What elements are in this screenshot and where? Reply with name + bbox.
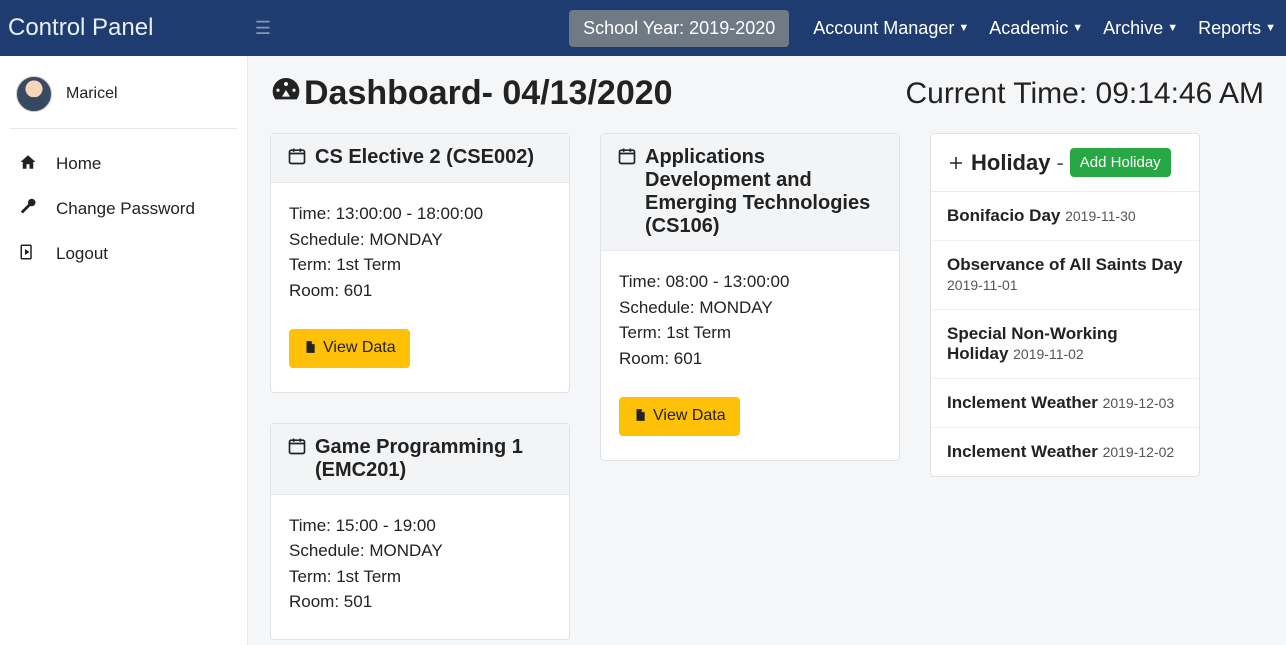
holiday-name: Inclement Weather	[947, 442, 1098, 461]
view-data-button[interactable]: View Data	[289, 329, 410, 368]
sidebar-item-home[interactable]: Home	[10, 141, 237, 186]
course-room: Room: 601	[289, 278, 551, 304]
holiday-name: Inclement Weather	[947, 393, 1098, 412]
holiday-name: Observance of All Saints Day	[947, 255, 1183, 274]
course-card: Game Programming 1 (EMC201) Time: 15:00 …	[270, 423, 570, 640]
holiday-item: Special Non-Working Holiday 2019-11-02	[931, 310, 1199, 379]
holiday-sep: -	[1056, 150, 1063, 176]
holiday-item: Inclement Weather 2019-12-02	[931, 428, 1199, 476]
chevron-down-icon: ▼	[1072, 22, 1083, 34]
sidebar-item-label: Change Password	[56, 199, 195, 219]
sidebar-item-label: Home	[56, 154, 101, 174]
course-term: Term: 1st Term	[289, 252, 551, 278]
sidebar-item-change-password[interactable]: Change Password	[10, 186, 237, 231]
title-text: Dashboard	[304, 74, 482, 112]
button-label: View Data	[323, 339, 396, 357]
holiday-date: 2019-11-02	[1013, 346, 1084, 362]
course-title: Game Programming 1 (EMC201)	[271, 424, 569, 495]
course-time: Time: 08:00 - 13:00:00	[619, 269, 881, 295]
course-body: Time: 15:00 - 19:00 Schedule: MONDAY Ter…	[271, 495, 569, 639]
course-title: Applications Development and Emerging Te…	[601, 134, 899, 251]
chevron-down-icon: ▼	[958, 22, 969, 34]
avatar	[16, 76, 52, 112]
nav-label: Academic	[989, 18, 1068, 39]
course-term: Term: 1st Term	[289, 564, 551, 590]
holiday-heading: Holiday - Add Holiday	[931, 134, 1199, 192]
chevron-down-icon: ▼	[1265, 22, 1276, 34]
holiday-date: 2019-12-03	[1103, 395, 1175, 411]
holiday-date: 2019-11-30	[1065, 208, 1136, 224]
calendar-icon	[287, 436, 307, 460]
course-schedule: Schedule: MONDAY	[619, 295, 881, 321]
course-term: Term: 1st Term	[619, 320, 881, 346]
home-icon	[18, 153, 38, 174]
holiday-date: 2019-12-02	[1103, 444, 1175, 460]
course-body: Time: 08:00 - 13:00:00 Schedule: MONDAY …	[601, 251, 899, 460]
user-row: Maricel	[10, 70, 237, 129]
view-data-button[interactable]: View Data	[619, 397, 740, 436]
nav-reports[interactable]: Reports ▼	[1188, 18, 1286, 39]
wrench-icon	[18, 198, 38, 219]
holiday-item: Observance of All Saints Day 2019-11-01	[931, 241, 1199, 310]
course-schedule: Schedule: MONDAY	[289, 538, 551, 564]
sidebar-item-label: Logout	[56, 244, 108, 264]
button-label: Add Holiday	[1080, 154, 1161, 171]
title-date: 04/13/2020	[502, 74, 672, 112]
course-title: CS Elective 2 (CSE002)	[271, 134, 569, 183]
course-card: Applications Development and Emerging Te…	[600, 133, 900, 461]
course-time: Time: 15:00 - 19:00	[289, 513, 551, 539]
holiday-date: 2019-11-01	[947, 277, 1018, 293]
page-head: Dashboard- 04/13/2020 Current Time: 09:1…	[270, 74, 1264, 113]
course-title-text: Game Programming 1 (EMC201)	[315, 436, 553, 482]
column-1: CS Elective 2 (CSE002) Time: 13:00:00 - …	[270, 133, 570, 640]
course-body: Time: 13:00:00 - 18:00:00 Schedule: MOND…	[271, 183, 569, 392]
course-time: Time: 13:00:00 - 18:00:00	[289, 201, 551, 227]
chevron-down-icon: ▼	[1167, 22, 1178, 34]
nav-label: Archive	[1103, 18, 1163, 39]
clock-label: Current Time:	[905, 77, 1087, 110]
nav-archive[interactable]: Archive ▼	[1093, 18, 1188, 39]
top-nav: School Year: 2019-2020 Account Manager▼ …	[569, 0, 1286, 56]
clock-value: 09:14:46 AM	[1096, 77, 1264, 110]
holiday-name: Bonifacio Day	[947, 206, 1060, 225]
holiday-item: Bonifacio Day 2019-11-30	[931, 192, 1199, 241]
hamburger-icon[interactable]: ☰	[248, 18, 278, 39]
course-schedule: Schedule: MONDAY	[289, 227, 551, 253]
course-card: CS Elective 2 (CSE002) Time: 13:00:00 - …	[270, 133, 570, 393]
dashboard-icon	[270, 74, 302, 113]
holiday-card: Holiday - Add Holiday Bonifacio Day 2019…	[930, 133, 1200, 477]
holiday-item: Inclement Weather 2019-12-03	[931, 379, 1199, 428]
topbar: Control Panel ☰ School Year: 2019-2020 A…	[0, 0, 1286, 56]
calendar-icon	[617, 146, 637, 170]
logout-icon	[18, 243, 38, 264]
school-year-badge[interactable]: School Year: 2019-2020	[569, 10, 789, 47]
nav-account-manager[interactable]: Account Manager ▼	[803, 18, 979, 39]
nav-label: Account Manager	[813, 18, 954, 39]
file-icon	[303, 339, 317, 358]
nav-academic[interactable]: Academic ▼	[979, 18, 1093, 39]
button-label: View Data	[653, 407, 726, 425]
nav-label: Reports	[1198, 18, 1261, 39]
add-holiday-button[interactable]: Add Holiday	[1070, 148, 1171, 177]
calendar-icon	[287, 146, 307, 170]
brand-title: Control Panel	[0, 14, 248, 42]
file-icon	[633, 407, 647, 426]
user-name: Maricel	[66, 85, 118, 103]
course-title-text: Applications Development and Emerging Te…	[645, 146, 883, 238]
course-room: Room: 601	[619, 346, 881, 372]
current-time: Current Time: 09:14:46 AM	[905, 77, 1264, 111]
plus-icon	[947, 150, 965, 176]
sidebar-item-logout[interactable]: Logout	[10, 231, 237, 276]
sidebar: Maricel Home Change Password Logout	[0, 56, 248, 645]
dashboard-grid: CS Elective 2 (CSE002) Time: 13:00:00 - …	[270, 133, 1264, 640]
holiday-heading-text: Holiday	[971, 150, 1050, 176]
course-room: Room: 501	[289, 589, 551, 615]
page-title: Dashboard- 04/13/2020	[270, 74, 673, 113]
content: Dashboard- 04/13/2020 Current Time: 09:1…	[248, 56, 1286, 645]
course-title-text: CS Elective 2 (CSE002)	[315, 146, 534, 169]
